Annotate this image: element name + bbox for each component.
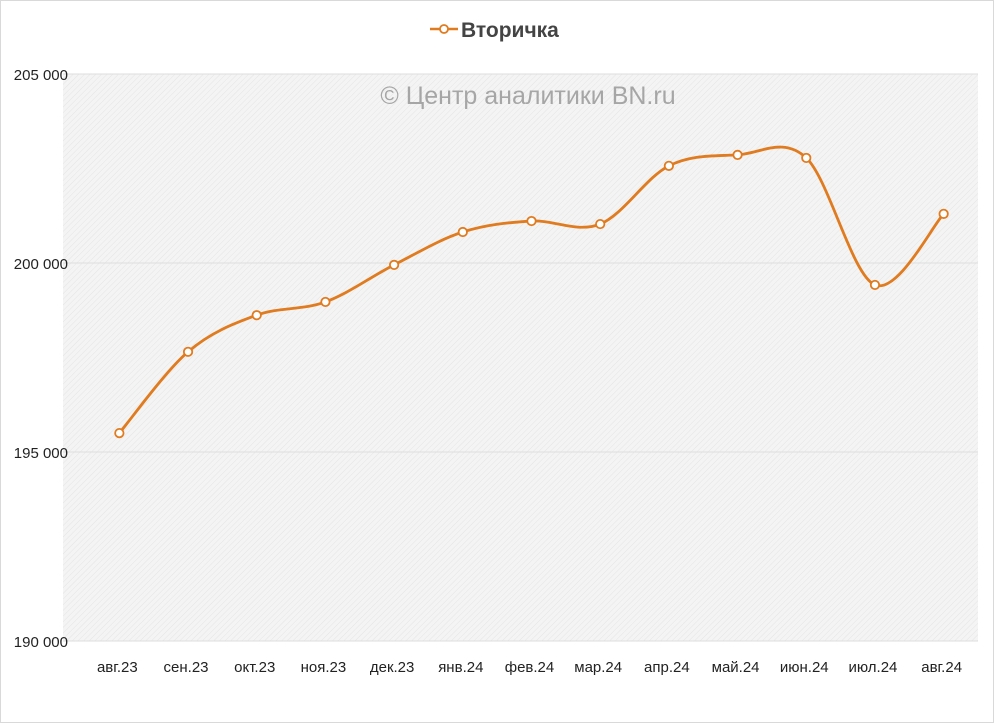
- data-point: [320, 296, 331, 308]
- data-point: [114, 427, 125, 439]
- x-tick-label: май.24: [712, 659, 760, 676]
- x-tick-label: авг.23: [97, 659, 138, 676]
- legend-label: Вторичка: [461, 19, 559, 42]
- x-tick-label: апр.24: [644, 659, 690, 676]
- x-tick-label: сен.23: [164, 659, 209, 676]
- data-point: [732, 149, 743, 160]
- x-tick-label: янв.24: [438, 659, 483, 676]
- x-tick-label: мар.24: [574, 659, 622, 676]
- data-point: [389, 259, 400, 270]
- y-tick-label: 200 000: [14, 256, 68, 273]
- x-tick-label: дек.23: [370, 659, 415, 676]
- y-tick-label: 205 000: [14, 67, 68, 84]
- watermark: © Центр аналитики BN.ru: [380, 82, 675, 110]
- x-tick-label: июл.24: [849, 659, 898, 676]
- data-point: [251, 310, 262, 321]
- x-tick-label: окт.23: [234, 659, 275, 676]
- data-point: [938, 208, 949, 219]
- x-tick-label: ноя.23: [301, 659, 347, 676]
- data-point: [801, 152, 812, 164]
- legend-marker-icon: [439, 24, 449, 34]
- legend: Вторичка: [430, 19, 559, 42]
- data-point: [869, 279, 881, 291]
- plot-area: [63, 74, 978, 641]
- x-tick-label: фев.24: [505, 659, 555, 676]
- y-tick-label: 190 000: [14, 634, 68, 651]
- data-point: [663, 160, 674, 171]
- x-tick-label: авг.24: [921, 659, 962, 676]
- x-tick-label: июн.24: [780, 659, 829, 676]
- y-tick-label: 195 000: [14, 445, 68, 462]
- data-point: [457, 226, 468, 238]
- data-point: [526, 215, 537, 227]
- data-point: [182, 346, 194, 357]
- data-point: [595, 218, 606, 230]
